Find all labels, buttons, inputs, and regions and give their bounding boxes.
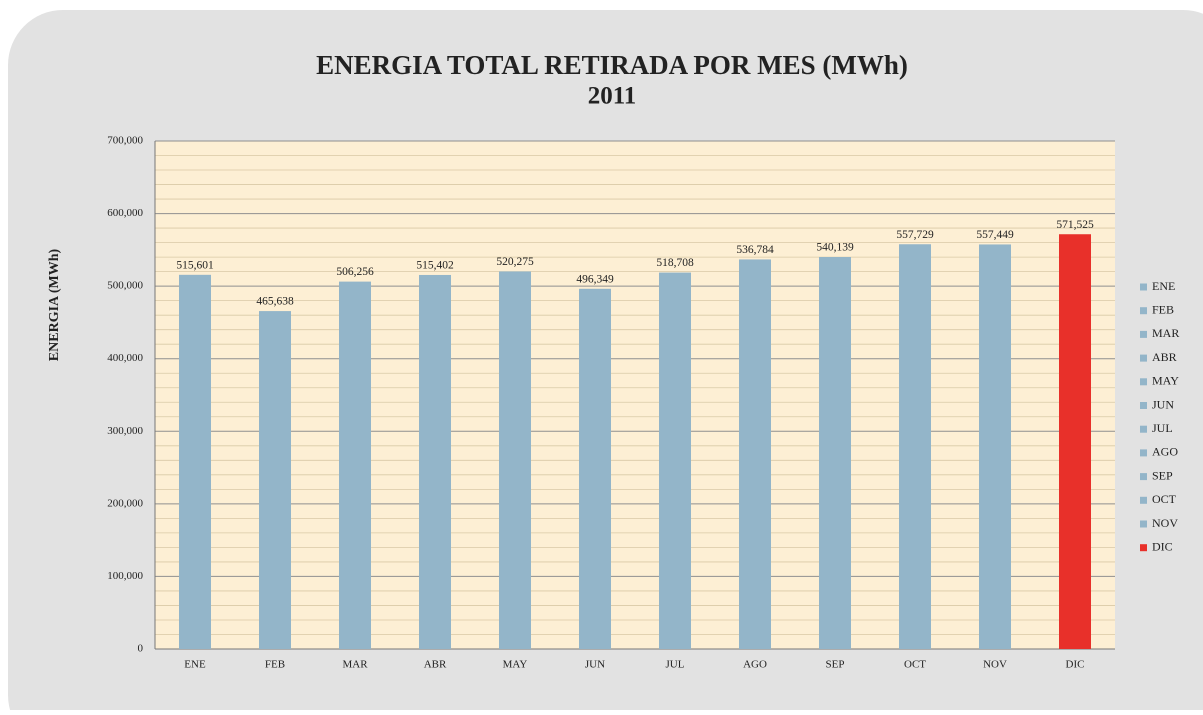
x-tick-label: NOV <box>983 659 1007 671</box>
value-label: 506,256 <box>336 266 374 278</box>
bar <box>579 288 611 649</box>
y-tick-label: 500,000 <box>107 280 143 292</box>
plot-area <box>155 141 1115 649</box>
legend-swatch <box>1140 378 1147 386</box>
bar <box>899 244 931 649</box>
value-label: 536,784 <box>736 244 774 256</box>
legend-label: JUN <box>1152 397 1174 411</box>
bar <box>659 272 691 649</box>
x-tick-label: JUL <box>666 659 685 671</box>
legend-label: ABR <box>1152 350 1177 364</box>
value-label: 540,139 <box>816 242 854 254</box>
y-tick-label: 300,000 <box>107 425 143 437</box>
legend-label: FEB <box>1152 302 1174 316</box>
bar <box>499 271 531 649</box>
x-tick-label: FEB <box>265 659 285 671</box>
bar <box>339 281 371 649</box>
bar <box>179 274 211 649</box>
value-label: 518,708 <box>656 257 694 269</box>
bar <box>419 274 451 649</box>
legend-label: MAY <box>1152 374 1179 388</box>
legend-label: JUL <box>1152 421 1173 435</box>
y-tick-label: 400,000 <box>107 352 143 364</box>
legend-label: OCT <box>1152 492 1177 506</box>
bar <box>979 244 1011 649</box>
chart-subtitle: 2011 <box>588 83 637 110</box>
x-tick-label: ABR <box>424 659 447 671</box>
x-tick-label: AGO <box>743 659 767 671</box>
y-axis-label: ENERGIA (MWh) <box>47 248 62 361</box>
y-tick-label: 200,000 <box>107 497 143 509</box>
legend-swatch <box>1140 283 1147 291</box>
x-tick-label: SEP <box>826 659 845 671</box>
y-tick-label: 700,000 <box>107 135 143 147</box>
bar <box>819 257 851 649</box>
y-tick-label: 0 <box>138 643 144 655</box>
x-tick-label: JUN <box>585 659 605 671</box>
legend-swatch <box>1140 402 1147 409</box>
legend-label: SEP <box>1152 468 1173 482</box>
bar <box>1059 234 1091 649</box>
legend-swatch <box>1140 330 1147 338</box>
legend-swatch <box>1140 354 1147 362</box>
value-label: 571,525 <box>1056 219 1094 231</box>
value-label: 557,449 <box>976 229 1014 241</box>
legend-swatch <box>1140 473 1147 481</box>
y-tick-label: 100,000 <box>107 570 143 582</box>
legend-label: NOV <box>1152 516 1178 530</box>
legend-label: DIC <box>1152 539 1173 553</box>
chart-title: ENERGIA TOTAL RETIRADA POR MES (MWh) <box>316 50 908 80</box>
value-label: 496,349 <box>576 273 614 285</box>
legend-swatch <box>1140 425 1147 433</box>
x-tick-label: DIC <box>1066 659 1085 671</box>
y-tick-label: 600,000 <box>107 207 143 219</box>
legend-label: ENE <box>1152 279 1175 293</box>
x-tick-label: MAY <box>503 659 528 671</box>
legend-label: MAR <box>1152 326 1179 340</box>
value-label: 520,275 <box>496 256 534 268</box>
value-label: 557,729 <box>896 229 934 241</box>
x-tick-label: MAR <box>342 659 368 671</box>
value-label: 465,638 <box>256 296 294 308</box>
legend-swatch <box>1140 544 1147 552</box>
legend-swatch <box>1140 307 1147 315</box>
legend-swatch <box>1140 496 1147 504</box>
x-tick-label: OCT <box>904 659 926 671</box>
bar <box>739 259 771 649</box>
legend-swatch <box>1140 520 1147 528</box>
legend-label: AGO <box>1152 445 1178 459</box>
x-tick-label: ENE <box>184 659 206 671</box>
legend-swatch <box>1140 449 1147 457</box>
value-label: 515,601 <box>176 259 214 271</box>
bar <box>259 311 291 649</box>
value-label: 515,402 <box>416 260 454 272</box>
